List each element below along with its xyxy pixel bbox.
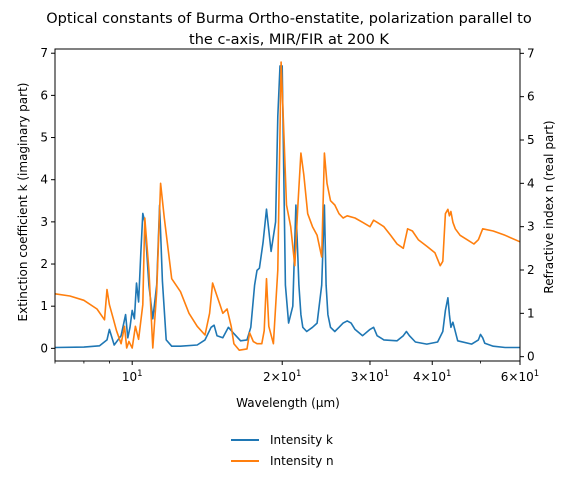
y-right-tick-label: 5	[527, 133, 535, 147]
y-right-tick-label: 4	[527, 176, 535, 190]
series-line-k	[54, 65, 520, 349]
y-left-tick-label: 5	[40, 131, 48, 145]
y-left-tick-label: 0	[40, 341, 48, 355]
y-axis-left-label: Extinction coefficient k (imaginary part…	[16, 83, 30, 322]
y-right-tick-label: 6	[527, 90, 535, 104]
y-right-tick-label: 3	[527, 220, 535, 234]
y-right-tick-label: 2	[527, 263, 535, 277]
chart-title-line-2: the c-axis, MIR/FIR at 200 K	[189, 32, 389, 48]
chart-title-line-1: Optical constants of Burma Ortho-enstati…	[46, 11, 532, 27]
y-right-tick-label: 0	[527, 350, 535, 364]
x-tick-label: 6×101	[501, 369, 539, 384]
plot-area: 0 1 2 3 4 5 6 7 0 1 2 3 4 5 6 7 101 2×101 3×101 4×101 6×101	[40, 46, 539, 384]
y-axis-right-label: Refractive index n (real part)	[542, 120, 556, 293]
legend: Intensity k Intensity n	[231, 433, 334, 468]
x-axis-label: Wavelength (μm)	[236, 396, 340, 410]
y-left-tick-label: 2	[40, 257, 48, 271]
y-left-tick-label: 6	[40, 88, 48, 102]
x-tick-label: 2×101	[263, 369, 301, 384]
x-tick-label: 4×101	[413, 369, 451, 384]
x-tick-label: 101	[122, 369, 143, 384]
x-tick-label: 3×101	[351, 369, 389, 384]
legend-label-n: Intensity n	[270, 454, 334, 468]
plot-frame	[54, 48, 521, 362]
legend-label-k: Intensity k	[270, 433, 333, 447]
y-left-tick-label: 3	[40, 215, 48, 229]
series-line-n	[54, 61, 521, 352]
y-left-tick-label: 7	[40, 46, 48, 60]
y-right-tick-label: 1	[527, 306, 535, 320]
y-left-tick-label: 1	[40, 299, 48, 313]
y-left-tick-label: 4	[40, 173, 48, 187]
y-right-tick-label: 7	[527, 46, 535, 60]
